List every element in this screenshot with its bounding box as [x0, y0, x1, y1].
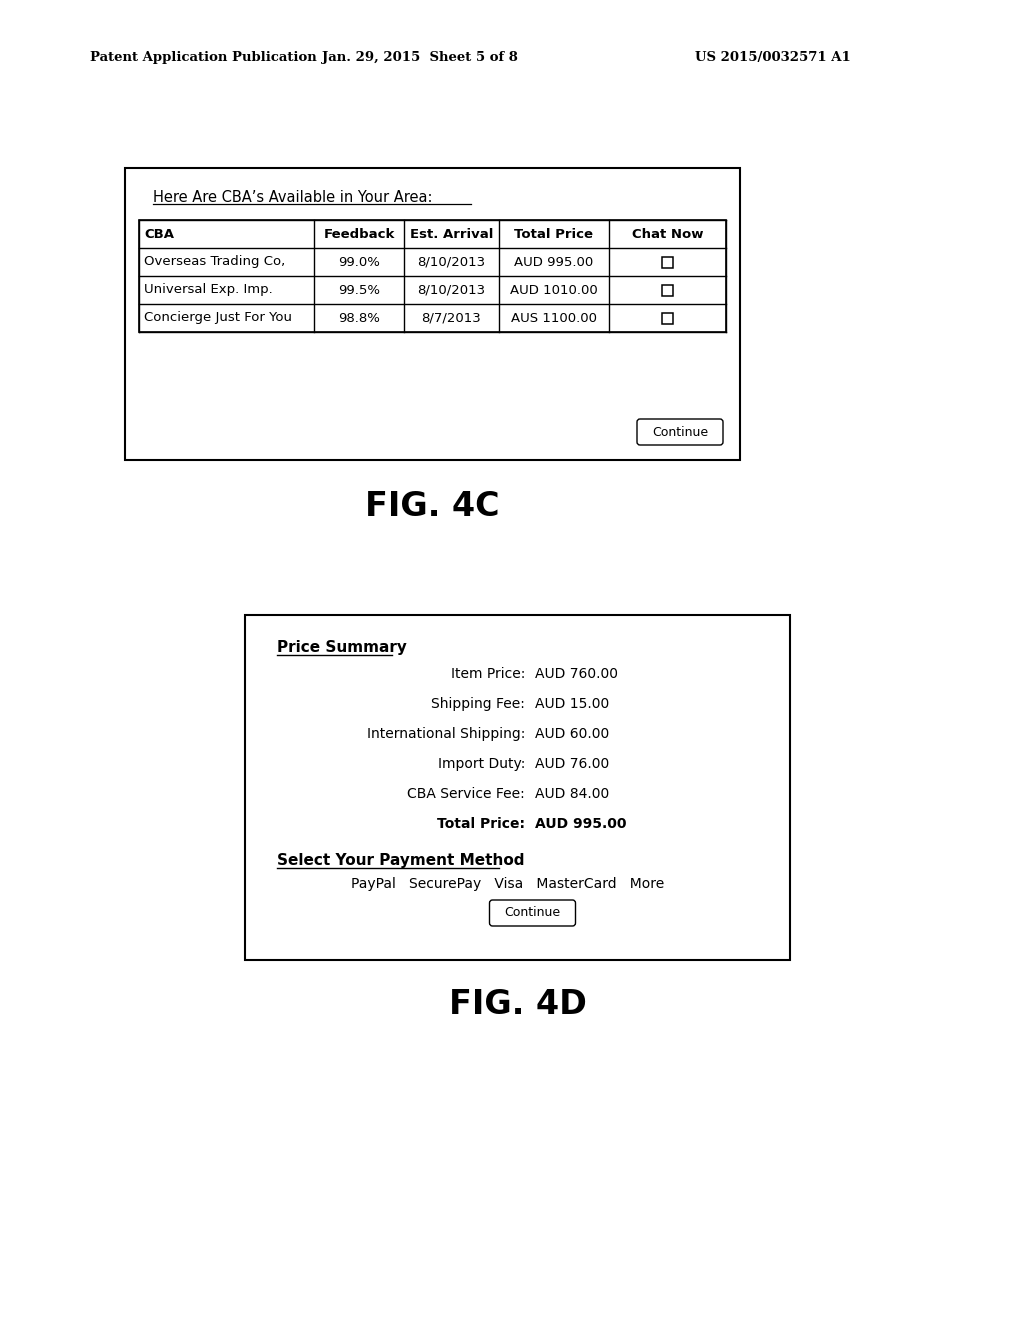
Text: AUD 1010.00: AUD 1010.00 [510, 284, 598, 297]
Text: AUD 76.00: AUD 76.00 [535, 756, 609, 771]
Text: Import Duty:: Import Duty: [437, 756, 525, 771]
Text: AUD 60.00: AUD 60.00 [535, 727, 609, 741]
Text: AUD 995.00: AUD 995.00 [514, 256, 594, 268]
FancyBboxPatch shape [637, 418, 723, 445]
Text: US 2015/0032571 A1: US 2015/0032571 A1 [695, 51, 851, 65]
Text: Item Price:: Item Price: [451, 667, 525, 681]
Text: CBA Service Fee:: CBA Service Fee: [408, 787, 525, 801]
Text: PayPal   SecurePay   Visa   MasterCard   More: PayPal SecurePay Visa MasterCard More [351, 876, 665, 891]
Bar [662, 256, 673, 268]
Text: Shipping Fee:: Shipping Fee: [431, 697, 525, 711]
Text: AUD 760.00: AUD 760.00 [535, 667, 618, 681]
Text: Select Your Payment Method: Select Your Payment Method [278, 853, 524, 869]
Text: Here Are CBA’s Available in Your Area:: Here Are CBA’s Available in Your Area: [153, 190, 432, 205]
Text: International Shipping:: International Shipping: [367, 727, 525, 741]
Text: 98.8%: 98.8% [338, 312, 380, 325]
Text: Overseas Trading Co,: Overseas Trading Co, [144, 256, 286, 268]
Text: 99.5%: 99.5% [338, 284, 380, 297]
Text: 8/10/2013: 8/10/2013 [418, 256, 485, 268]
Text: 99.0%: 99.0% [338, 256, 380, 268]
Text: Universal Exp. Imp.: Universal Exp. Imp. [144, 284, 272, 297]
FancyBboxPatch shape [489, 900, 575, 927]
Text: Continue: Continue [652, 425, 708, 438]
Text: Continue: Continue [505, 907, 560, 920]
Text: Total Price:: Total Price: [437, 817, 525, 832]
Text: AUD 84.00: AUD 84.00 [535, 787, 609, 801]
Bar [125, 168, 740, 459]
Text: AUD 995.00: AUD 995.00 [535, 817, 627, 832]
Text: Est. Arrival: Est. Arrival [410, 227, 494, 240]
Text: Patent Application Publication: Patent Application Publication [90, 51, 316, 65]
Text: 8/7/2013: 8/7/2013 [422, 312, 481, 325]
Text: AUD 15.00: AUD 15.00 [535, 697, 609, 711]
Text: AUS 1100.00: AUS 1100.00 [511, 312, 597, 325]
Text: 8/10/2013: 8/10/2013 [418, 284, 485, 297]
Bar [662, 285, 673, 296]
Text: Jan. 29, 2015  Sheet 5 of 8: Jan. 29, 2015 Sheet 5 of 8 [323, 51, 518, 65]
Text: Feedback: Feedback [324, 227, 394, 240]
Text: FIG. 4C: FIG. 4C [366, 490, 500, 523]
Text: FIG. 4D: FIG. 4D [449, 987, 587, 1020]
Text: Chat Now: Chat Now [632, 227, 703, 240]
Bar [245, 615, 790, 960]
Text: Price Summary: Price Summary [278, 640, 407, 655]
Text: Concierge Just For You: Concierge Just For You [144, 312, 292, 325]
Bar [139, 220, 726, 333]
Text: Total Price: Total Price [514, 227, 594, 240]
Bar [662, 313, 673, 323]
Text: CBA: CBA [144, 227, 174, 240]
